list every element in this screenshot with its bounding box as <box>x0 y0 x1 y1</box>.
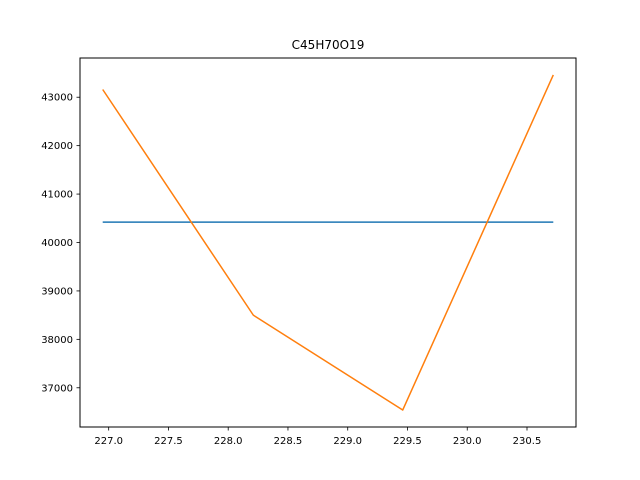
x-tick-label: 229.0 <box>333 436 362 447</box>
series-layer <box>102 74 554 411</box>
y-axis: 37000 38000 39000 40000 41000 42000 43000 <box>41 93 80 394</box>
chart-title: C45H70O19 <box>292 38 365 52</box>
x-tick-label: 230.0 <box>453 436 482 447</box>
y-tick-label: 41000 <box>41 190 73 201</box>
x-axis: 227.0 227.5 228.0 228.5 229.0 229.5 230.0 230.5 <box>94 427 541 447</box>
x-tick-label: 230.5 <box>513 436 542 447</box>
x-tick-label: 227.5 <box>154 436 183 447</box>
y-tick-label: 40000 <box>41 238 73 249</box>
x-tick-label: 228.0 <box>214 436 243 447</box>
x-tick-label: 229.5 <box>393 436 422 447</box>
x-tick-label: 228.5 <box>274 436 303 447</box>
y-tick-label: 39000 <box>41 286 73 297</box>
y-tick-label: 38000 <box>41 335 73 346</box>
x-tick-label: 227.0 <box>94 436 123 447</box>
plot-frame <box>79 57 577 428</box>
series-line-2 <box>102 74 554 411</box>
y-tick-label: 37000 <box>41 383 73 394</box>
y-tick-label: 43000 <box>41 93 73 104</box>
y-tick-label: 42000 <box>41 141 73 152</box>
